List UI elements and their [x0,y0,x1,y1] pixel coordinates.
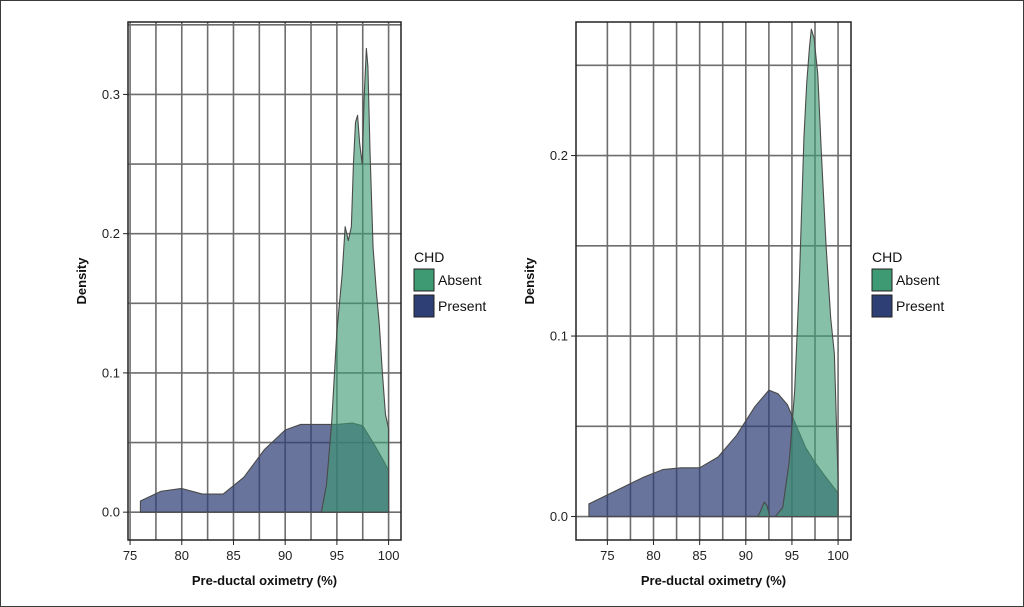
right-panel-areas [588,28,839,518]
density-area-absent [757,28,839,518]
left-y-axis-title: Density [74,257,89,305]
x-tick-label: 75 [123,548,137,563]
left-legend-absent-key [413,268,435,292]
y-tick-label: 0.0 [102,505,120,520]
right-legend-absent-label: Absent [896,272,940,288]
right-legend-present-label: Present [896,298,944,314]
left-panel-y-ticks: 0.0 0.1 0.2 0.3 [102,87,128,520]
left-panel-border [127,21,402,541]
x-tick-label: 75 [600,548,614,563]
left-legend-absent-label: Absent [438,272,482,288]
right-panel-border [575,21,852,541]
left-panel-areas [139,47,390,513]
x-tick-label: 80 [175,548,189,563]
left-legend-present-key [413,294,435,318]
y-tick-label: 0.1 [550,329,568,344]
y-tick-label: 0.2 [102,226,120,241]
x-tick-label: 95 [330,548,344,563]
right-legend-present-key [871,294,893,318]
right-legend-absent-key [871,268,893,292]
x-tick-label: 100 [827,548,849,563]
y-tick-label: 0.1 [102,365,120,380]
x-tick-label: 80 [646,548,660,563]
left-density-panel: 75 80 85 90 95 100 0.0 0.1 0.2 0.3 Pre-ductal ox… [74,21,486,588]
left-legend-present-label: Present [438,298,486,314]
x-tick-label: 85 [226,548,240,563]
y-tick-label: 0.2 [550,148,568,163]
right-legend-title: CHD [872,249,902,265]
x-tick-label: 90 [278,548,292,563]
left-legend: CHD Absent Present [413,249,486,318]
y-tick-label: 0.0 [550,509,568,524]
left-legend-title: CHD [414,249,444,265]
x-tick-label: 85 [692,548,706,563]
density-area-absent [320,47,390,513]
x-tick-label: 90 [739,548,753,563]
x-tick-label: 100 [378,548,400,563]
right-x-axis-title: Pre-ductal oximetry (%) [641,573,786,588]
right-panel-x-ticks: 75 80 85 90 95 100 [600,540,849,563]
right-density-panel: 75 80 85 90 95 100 0.0 0.1 0.2 Pre-ductal oxime… [522,21,944,588]
right-legend: CHD Absent Present [871,249,944,318]
right-panel-y-ticks: 0.0 0.1 0.2 [550,148,576,524]
right-y-axis-title: Density [522,257,537,305]
x-tick-label: 95 [785,548,799,563]
left-x-axis-title: Pre-ductal oximetry (%) [192,573,337,588]
y-tick-label: 0.3 [102,87,120,102]
left-panel-x-ticks: 75 80 85 90 95 100 [123,540,400,563]
